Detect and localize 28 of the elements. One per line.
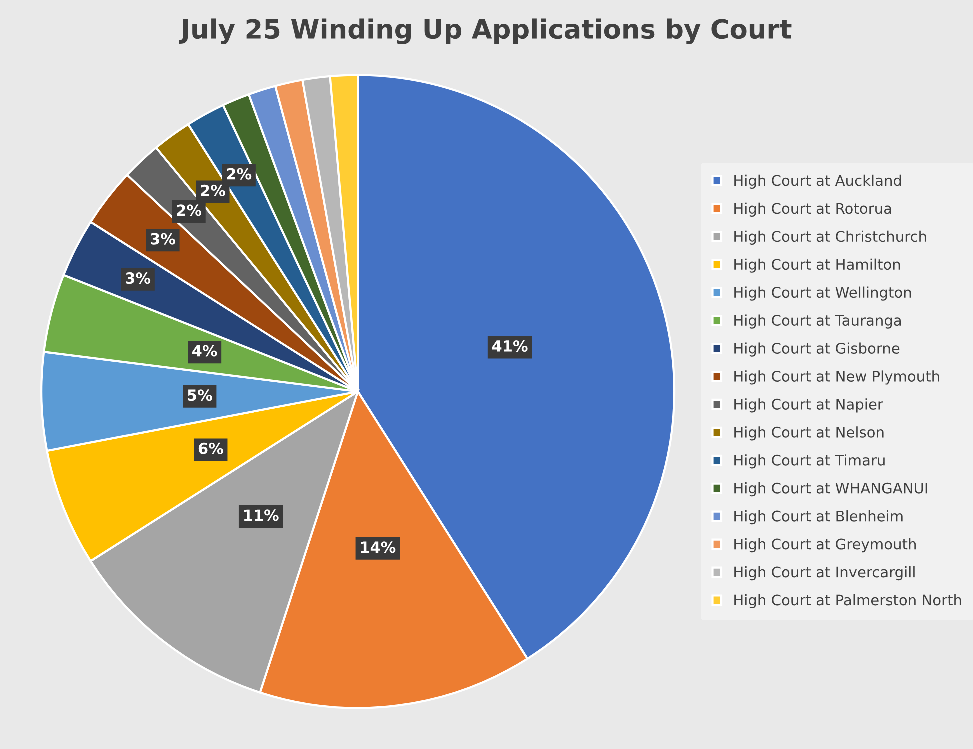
legend-label: High Court at Greymouth [734,538,916,553]
data-label: 3% [151,233,176,245]
chart-title: July 25 Winding Up Applications by Court [179,18,792,44]
legend-label: High Court at Invercargill [734,566,915,581]
legend-label: High Court at Napier [734,398,884,413]
legend-label: High Court at Tauranga [734,314,902,329]
data-label: 2% [227,168,252,180]
legend-label: High Court at Nelson [734,426,884,441]
legend-label: High Court at Gisborne [734,342,900,357]
legend-label: High Court at Christchurch [734,230,926,245]
data-label: 11% [244,510,279,522]
legend-label: High Court at Blenheim [734,510,903,525]
data-label: 4% [192,345,218,357]
legend-label: High Court at Hamilton [734,258,900,273]
data-label: 3% [126,272,151,284]
data-label: 2% [201,184,226,196]
data-label: 5% [188,390,212,402]
legend-label: High Court at New Plymouth [734,370,940,385]
data-label: 6% [198,442,224,454]
legend-label: High Court at Auckland [734,174,902,190]
legend-label: High Court at WHANGANUI [734,482,928,497]
data-label: 2% [177,204,202,216]
legend-label: High Court at Palmerston North [734,594,962,609]
data-label: 41% [492,340,528,352]
legend-label: High Court at Rotorua [734,202,892,217]
legend-label: High Court at Timaru [734,454,885,469]
data-label: 14% [361,542,396,554]
legend-label: High Court at Wellington [734,286,912,301]
